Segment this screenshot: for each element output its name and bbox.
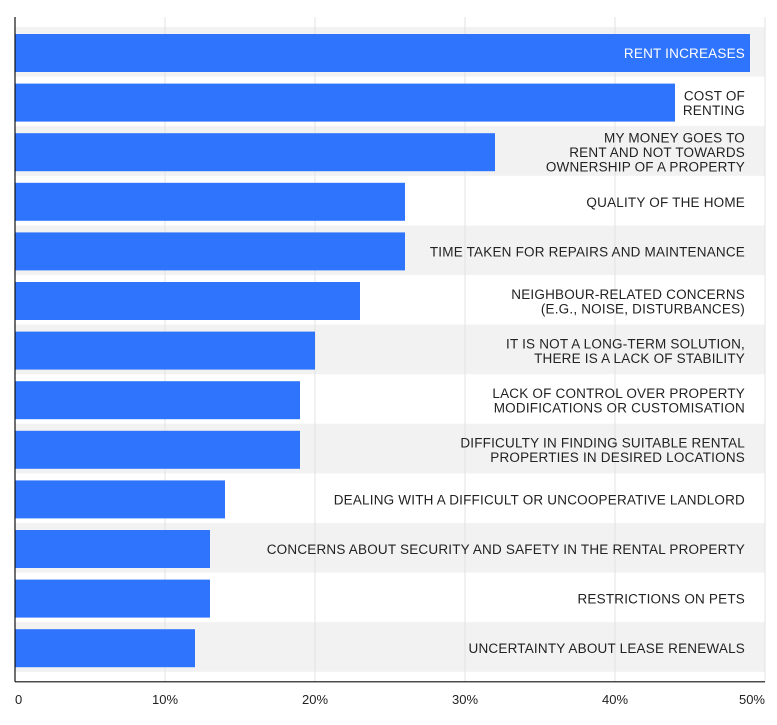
- bar: [15, 331, 315, 370]
- category-label: MY MONEY GOES TO RENT AND NOT TOWARDS OWNE…: [546, 131, 745, 175]
- category-label: RENT INCREASES: [624, 46, 745, 61]
- category-label-line: RENTING: [683, 103, 745, 118]
- bar: [15, 83, 675, 122]
- bar: [15, 34, 750, 72]
- x-tick-label: 20%: [302, 692, 328, 707]
- bar: [15, 282, 360, 320]
- bar: [15, 430, 300, 469]
- category-label: DEALING WITH A DIFFICULT OR UNCOOPERATIV…: [334, 492, 745, 507]
- x-tick-label: 40%: [602, 692, 628, 707]
- bar: [15, 232, 405, 271]
- category-label-line: IT IS NOT A LONG-TERM SOLUTION,: [506, 336, 745, 351]
- bar: [15, 381, 300, 420]
- category-label: RESTRICTIONS ON PETS: [577, 592, 745, 607]
- x-tick-label: 10%: [152, 692, 178, 707]
- category-label: CONCERNS ABOUT SECURITY AND SAFETY IN TH…: [267, 542, 745, 557]
- bar: [15, 629, 195, 668]
- category-label: DIFFICULTY IN FINDING SUITABLE RENTAL PRO…: [460, 436, 745, 466]
- category-label: TIME TAKEN FOR REPAIRS AND MAINTENANCE: [430, 244, 745, 259]
- category-label: UNCERTAINTY ABOUT LEASE RENEWALS: [469, 641, 745, 656]
- category-label-line: (E.G., NOISE, DISTURBANCES): [541, 301, 745, 316]
- x-tick-label: 30%: [452, 692, 478, 707]
- category-label-line: CONCERNS ABOUT SECURITY AND SAFETY IN TH…: [267, 542, 745, 557]
- category-label-line: RENT INCREASES: [624, 46, 745, 61]
- category-label-line: QUALITY OF THE HOME: [586, 195, 745, 210]
- category-label: LACK OF CONTROL OVER PROPERTY MODIFICATIO…: [492, 386, 745, 416]
- category-label-line: DIFFICULTY IN FINDING SUITABLE RENTAL: [460, 436, 745, 451]
- category-label-line: DEALING WITH A DIFFICULT OR UNCOOPERATIV…: [334, 492, 745, 507]
- bar: [15, 480, 225, 519]
- bar: [15, 579, 210, 618]
- x-tick-label: 50%: [739, 692, 765, 707]
- category-label: QUALITY OF THE HOME: [586, 195, 745, 210]
- category-label-line: NEIGHBOUR-RELATED CONCERNS: [511, 287, 745, 302]
- bar: [15, 182, 405, 221]
- category-label-line: UNCERTAINTY ABOUT LEASE RENEWALS: [469, 641, 745, 656]
- category-label-line: MY MONEY GOES TO: [604, 131, 745, 146]
- category-label: COST OF RENTING: [683, 88, 745, 118]
- category-label: NEIGHBOUR-RELATED CONCERNS (E.G., NOISE, …: [511, 287, 745, 317]
- bar: [15, 530, 210, 568]
- category-label-line: COST OF: [684, 88, 745, 103]
- category-label-line: THERE IS A LACK OF STABILITY: [534, 351, 745, 366]
- category-label-line: RENT AND NOT TOWARDS: [569, 145, 745, 160]
- category-label-line: OWNERSHIP OF A PROPERTY: [546, 160, 745, 175]
- category-label-line: RESTRICTIONS ON PETS: [577, 592, 745, 607]
- x-tick-label: 0: [15, 692, 22, 707]
- category-label-line: MODIFICATIONS OR CUSTOMISATION: [494, 400, 745, 415]
- category-label-line: PROPERTIES IN DESIRED LOCATIONS: [490, 450, 745, 465]
- category-label-line: TIME TAKEN FOR REPAIRS AND MAINTENANCE: [430, 244, 745, 259]
- category-label: IT IS NOT A LONG-TERM SOLUTION, THERE IS …: [506, 336, 745, 366]
- category-label-line: LACK OF CONTROL OVER PROPERTY: [492, 386, 745, 401]
- bar: [15, 133, 495, 172]
